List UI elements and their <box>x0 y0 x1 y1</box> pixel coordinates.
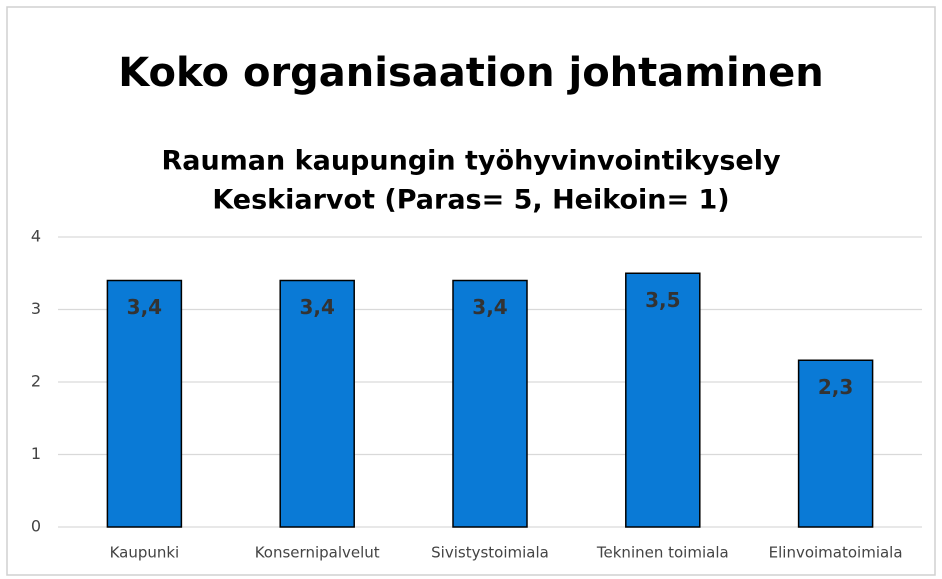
y-tick-label: 0 <box>31 517 41 536</box>
data-label: 3,4 <box>127 295 162 319</box>
y-tick-label: 3 <box>31 299 41 318</box>
bar <box>797 359 874 528</box>
data-label: 3,4 <box>472 295 507 319</box>
bar <box>625 272 701 528</box>
chart-title: Koko organisaation johtaminen <box>118 50 824 96</box>
chart-subtitle: Rauman kaupungin työhyvinvointikysely <box>161 146 781 177</box>
data-label: 3,4 <box>299 295 334 319</box>
x-tick-label: Elinvoimatoimiala <box>769 544 903 562</box>
bar <box>106 279 183 528</box>
x-tick-label: Konsernipalvelut <box>255 544 380 562</box>
chart-subtitle: Keskiarvot (Paras= 5, Heikoin= 1) <box>212 185 729 216</box>
bar <box>452 279 528 528</box>
x-tick-label: Sivistystoimiala <box>431 544 549 562</box>
bar <box>279 279 355 528</box>
data-label: 3,5 <box>645 288 680 312</box>
y-tick-label: 4 <box>31 227 41 246</box>
y-tick-label: 1 <box>31 444 41 463</box>
x-tick-label: Kaupunki <box>110 544 180 562</box>
data-label: 2,3 <box>818 375 853 399</box>
x-tick-label: Tekninen toimiala <box>596 544 729 562</box>
y-tick-label: 2 <box>31 372 41 391</box>
